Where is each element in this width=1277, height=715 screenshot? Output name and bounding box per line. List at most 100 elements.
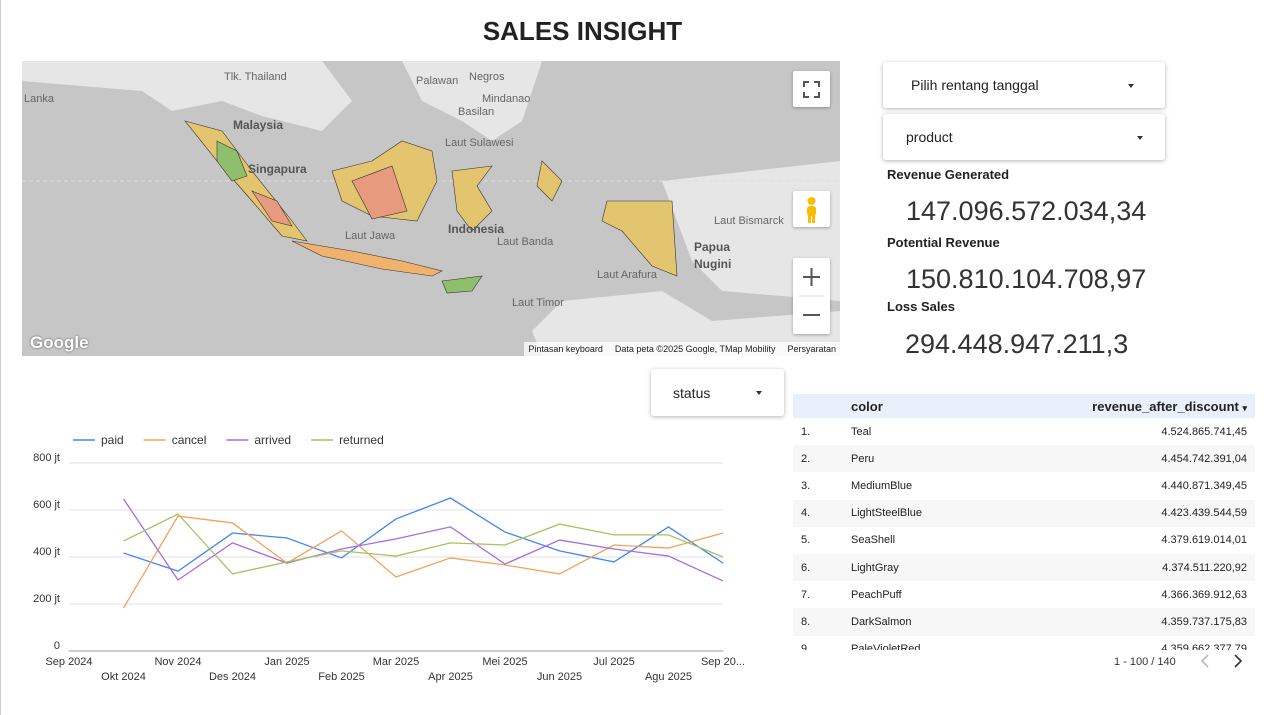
left-border bbox=[0, 0, 1, 715]
x-tick-label: Jun 2025 bbox=[537, 671, 582, 683]
column-header[interactable]: color bbox=[851, 398, 883, 414]
x-tick-label: Mei 2025 bbox=[482, 656, 527, 668]
table-cell: 5. bbox=[801, 534, 811, 547]
table-cell: 1. bbox=[801, 425, 811, 438]
table-row: 5. SeaShell 4.379.619.014,01 bbox=[793, 527, 1255, 554]
table-cell: MediumBlue bbox=[851, 479, 913, 492]
scorecard-value: 147.096.572.034,34 bbox=[906, 196, 1147, 226]
table-cell: Peru bbox=[851, 452, 875, 465]
pagination-text: 1 - 100 / 140 bbox=[1114, 656, 1176, 668]
column-header-text: revenue_after_discount bbox=[1092, 398, 1239, 414]
terms-link[interactable]: Persyaratan bbox=[787, 344, 836, 354]
map-label: Mindanao bbox=[482, 93, 531, 105]
map-label: Basilan bbox=[458, 106, 495, 118]
legend-label: arrived bbox=[254, 433, 291, 447]
table-row: 4. LightSteelBlue 4.423.439.544,59 bbox=[793, 499, 1255, 527]
table-cell: 4.454.742.391,04 bbox=[1161, 452, 1247, 465]
control-label: product bbox=[906, 129, 953, 145]
map-label: Papua Nugini bbox=[694, 240, 732, 271]
y-tick-label: 600 jt bbox=[33, 499, 60, 511]
scorecard-label: Revenue Generated bbox=[887, 167, 1010, 182]
table-row: 8. DarkSalmon 4.359.737.175,83 bbox=[793, 608, 1255, 636]
table-cell: Teal bbox=[851, 425, 872, 438]
table-row: 1. Teal 4.524.865.741,45 bbox=[793, 418, 1255, 445]
table-cell: 4.359.662.377,79 bbox=[1161, 643, 1247, 650]
y-tick-label: 200 jt bbox=[33, 593, 60, 605]
x-tick-label: Jan 2025 bbox=[264, 656, 309, 668]
map-shapes bbox=[22, 61, 840, 356]
prev-page[interactable] bbox=[1200, 654, 1209, 668]
x-tick-label: Feb 2025 bbox=[318, 671, 364, 683]
x-tick-label: Des 2024 bbox=[209, 671, 256, 683]
table-cell: 4. bbox=[801, 507, 811, 520]
y-tick-label: 0 bbox=[54, 640, 60, 652]
street-view-pegman[interactable] bbox=[793, 191, 830, 227]
legend-label: cancel bbox=[172, 433, 207, 447]
x-tick-label: Sep 2024 bbox=[45, 656, 92, 668]
map-attribution: Pintasan keyboard Data peta ©2025 Google… bbox=[524, 342, 840, 356]
product-filter[interactable]: product bbox=[883, 114, 1165, 160]
date-range-control[interactable]: Pilih rentang tanggal bbox=[883, 62, 1165, 108]
x-tick-label: Nov 2024 bbox=[154, 656, 201, 668]
y-tick-label: 400 jt bbox=[33, 546, 60, 558]
data-table: color revenue_after_discount ▾ 1. Teal 4.5… bbox=[793, 394, 1255, 650]
pagination-buttons bbox=[1200, 654, 1243, 668]
table-cell: LightSteelBlue bbox=[851, 507, 922, 520]
map-label: Laut Sulawesi bbox=[445, 137, 514, 149]
map-data-credit: Data peta ©2025 Google, TMap Mobility bbox=[614, 344, 776, 354]
control-label: status bbox=[673, 384, 711, 401]
table-cell: 4.366.369.912,63 bbox=[1161, 588, 1247, 601]
table-row: 2. Peru 4.454.742.391,04 bbox=[793, 445, 1255, 473]
table-cell: 4.524.865.741,45 bbox=[1161, 425, 1247, 438]
table-cell: 4.423.439.544,59 bbox=[1161, 507, 1247, 520]
x-tick-label: Apr 2025 bbox=[428, 671, 473, 683]
scorecard-value: 150.810.104.708,97 bbox=[906, 264, 1147, 294]
keyboard-shortcuts-link[interactable]: Pintasan keyboard bbox=[528, 344, 603, 354]
table-cell: DarkSalmon bbox=[851, 615, 912, 628]
map-label: Tlk. Thailand bbox=[224, 71, 287, 83]
next-page[interactable] bbox=[1234, 654, 1243, 668]
table-row: 7. PeachPuff 4.366.369.912,63 bbox=[793, 581, 1255, 608]
table-row: 6. LightGray 4.374.511.220,92 bbox=[793, 553, 1255, 582]
table-cell: PeachPuff bbox=[851, 588, 902, 601]
series-line bbox=[123, 497, 724, 572]
scorecard-label: Potential Revenue bbox=[887, 235, 1000, 250]
map-label: Singapura bbox=[248, 162, 307, 176]
scorecard-value: 294.448.947.211,3 bbox=[905, 329, 1129, 359]
table-cell: PaleVioletRed bbox=[851, 643, 921, 650]
map-label: Negros bbox=[469, 71, 505, 83]
control-label: Pilih rentang tanggal bbox=[911, 77, 1039, 93]
map-label: Laut Bismarck bbox=[714, 215, 784, 227]
table-cell: 3. bbox=[801, 479, 811, 492]
table-cell: 4.374.511.220,92 bbox=[1162, 561, 1247, 574]
map[interactable]: Lanka Tlk. Thailand Palawan Negros Mindanao B… bbox=[22, 61, 840, 356]
column-header[interactable]: revenue_after_discount ▾ bbox=[1092, 398, 1247, 414]
x-tick-label: Mar 2025 bbox=[373, 656, 419, 668]
map-label: Laut Arafura bbox=[597, 269, 657, 281]
table-row: 3. MediumBlue 4.440.871.349,45 bbox=[793, 472, 1255, 499]
fullscreen-button[interactable] bbox=[793, 71, 830, 107]
table-cell: 4.359.737.175,83 bbox=[1161, 615, 1247, 628]
series-line bbox=[123, 513, 724, 575]
map-label: Lanka bbox=[24, 93, 54, 105]
table-cell: LightGray bbox=[851, 561, 899, 574]
table-cell: 7. bbox=[801, 588, 811, 601]
map-label: Laut Jawa bbox=[345, 230, 396, 242]
line-chart: 0 200 jt 400 jt 600 jt 800 jt Sep 2024 Okt 202… bbox=[33, 433, 745, 683]
x-tick-label: Sep 20... bbox=[701, 656, 745, 668]
y-tick-label: 800 jt bbox=[33, 452, 60, 464]
x-tick-label: Okt 2024 bbox=[101, 671, 146, 683]
table-cell: 9. bbox=[801, 643, 811, 650]
zoom-control bbox=[793, 258, 830, 334]
zoom-in[interactable] bbox=[803, 268, 820, 286]
table-cell: 4.440.871.349,45 bbox=[1161, 479, 1247, 492]
table-cell: 4.379.619.014,01 bbox=[1161, 534, 1247, 547]
legend-label: paid bbox=[101, 433, 124, 447]
x-tick-label: Agu 2025 bbox=[645, 671, 692, 683]
table-header: color revenue_after_discount ▾ bbox=[793, 394, 1255, 418]
table-cell: 2. bbox=[801, 452, 811, 465]
legend-label: returned bbox=[339, 433, 384, 447]
table-cell: 8. bbox=[801, 615, 811, 628]
status-filter[interactable]: status bbox=[651, 369, 784, 416]
